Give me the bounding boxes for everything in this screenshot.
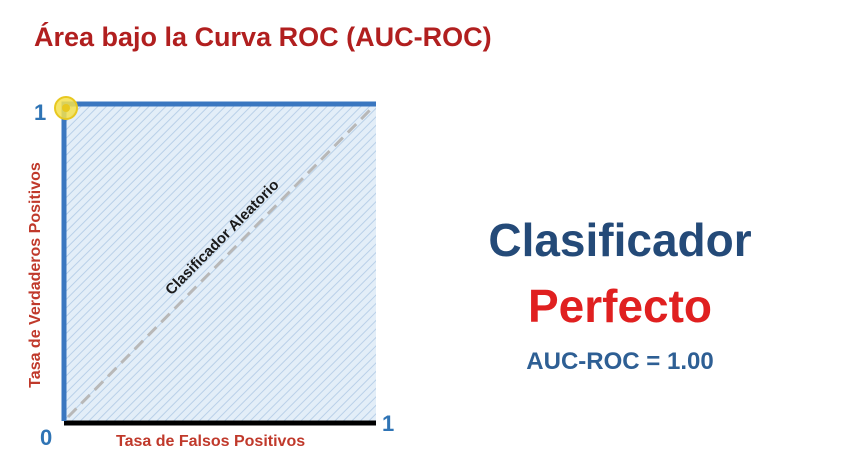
y-axis-label: Tasa de Verdaderos Positivos [27, 162, 44, 388]
y-tick-label: 1 [34, 100, 47, 125]
x-axis-label: Tasa de Falsos Positivos [116, 433, 306, 450]
auc-value: AUC-ROC = 1.00 [526, 348, 714, 375]
x-tick-label-end: 1 [382, 411, 395, 436]
result-panel: Clasificador Perfecto AUC-ROC = 1.00 [440, 210, 800, 376]
random-classifier-line [66, 106, 374, 419]
perfect-heading: Perfecto [527, 280, 713, 332]
perfect-point-dot [62, 104, 70, 112]
classifier-heading: Clasificador [488, 214, 752, 266]
page-title: Área bajo la Curva ROC (AUC-ROC) [34, 22, 492, 52]
x-tick-label-origin: 0 [40, 425, 53, 450]
